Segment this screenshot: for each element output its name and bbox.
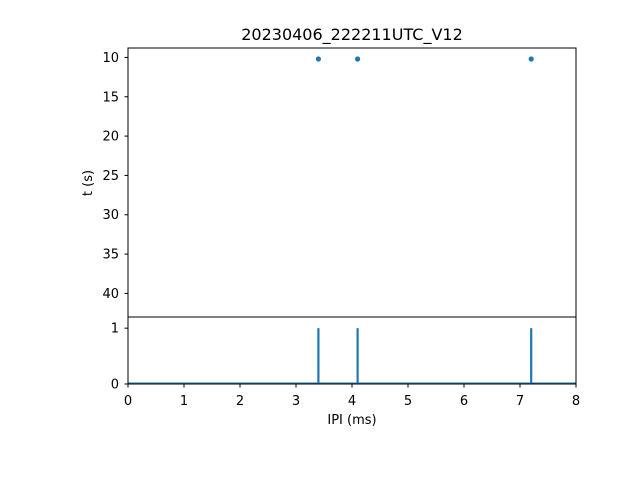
- spike-x-tick-label: 0: [124, 394, 132, 409]
- spike-x-tick-label: 7: [516, 394, 524, 409]
- spike-x-tick-label: 3: [292, 394, 300, 409]
- scatter-points: [315, 56, 534, 62]
- spike-series: [128, 328, 576, 385]
- scatter-point: [528, 56, 534, 62]
- scatter-y-tick-label: 10: [102, 51, 119, 66]
- spike-x-axis-label: IPI (ms): [327, 413, 376, 428]
- scatter-y-axis-label: t (s): [81, 170, 96, 196]
- spike-x-tick-label: 6: [460, 394, 468, 409]
- scatter-point: [355, 56, 361, 62]
- spike-axes-frame: [127, 316, 577, 385]
- spike-x-tick-label: 8: [572, 394, 580, 409]
- spike-x-tick-label: 4: [348, 394, 356, 409]
- spike-x-tick-label: 2: [236, 394, 244, 409]
- scatter-y-tick-label: 40: [102, 287, 119, 302]
- spike-x-tick-label: 1: [180, 394, 188, 409]
- scatter-y-tick-label: 35: [102, 248, 119, 263]
- spike-panel: 0 1 0 1 2 3 4 5 6 7 8 IPI (ms): [111, 316, 580, 428]
- scatter-y-tick-label: 30: [102, 208, 119, 223]
- scatter-y-tick-label: 25: [102, 169, 119, 184]
- scatter-y-tick-label: 20: [102, 130, 119, 145]
- chart-title: 20230406_222211UTC_V12: [241, 25, 463, 45]
- spike-ticks: 0 1 0 1 2 3 4 5 6 7 8: [111, 322, 580, 409]
- spike-y-tick-label: 0: [111, 378, 119, 393]
- spike-x-tick-label: 5: [404, 394, 412, 409]
- scatter-y-ticks: 10 15 20 25 30 35 40: [102, 51, 128, 302]
- scatter-point: [315, 56, 321, 62]
- scatter-y-tick-label: 15: [102, 90, 119, 105]
- spike-y-tick-label: 1: [111, 322, 119, 337]
